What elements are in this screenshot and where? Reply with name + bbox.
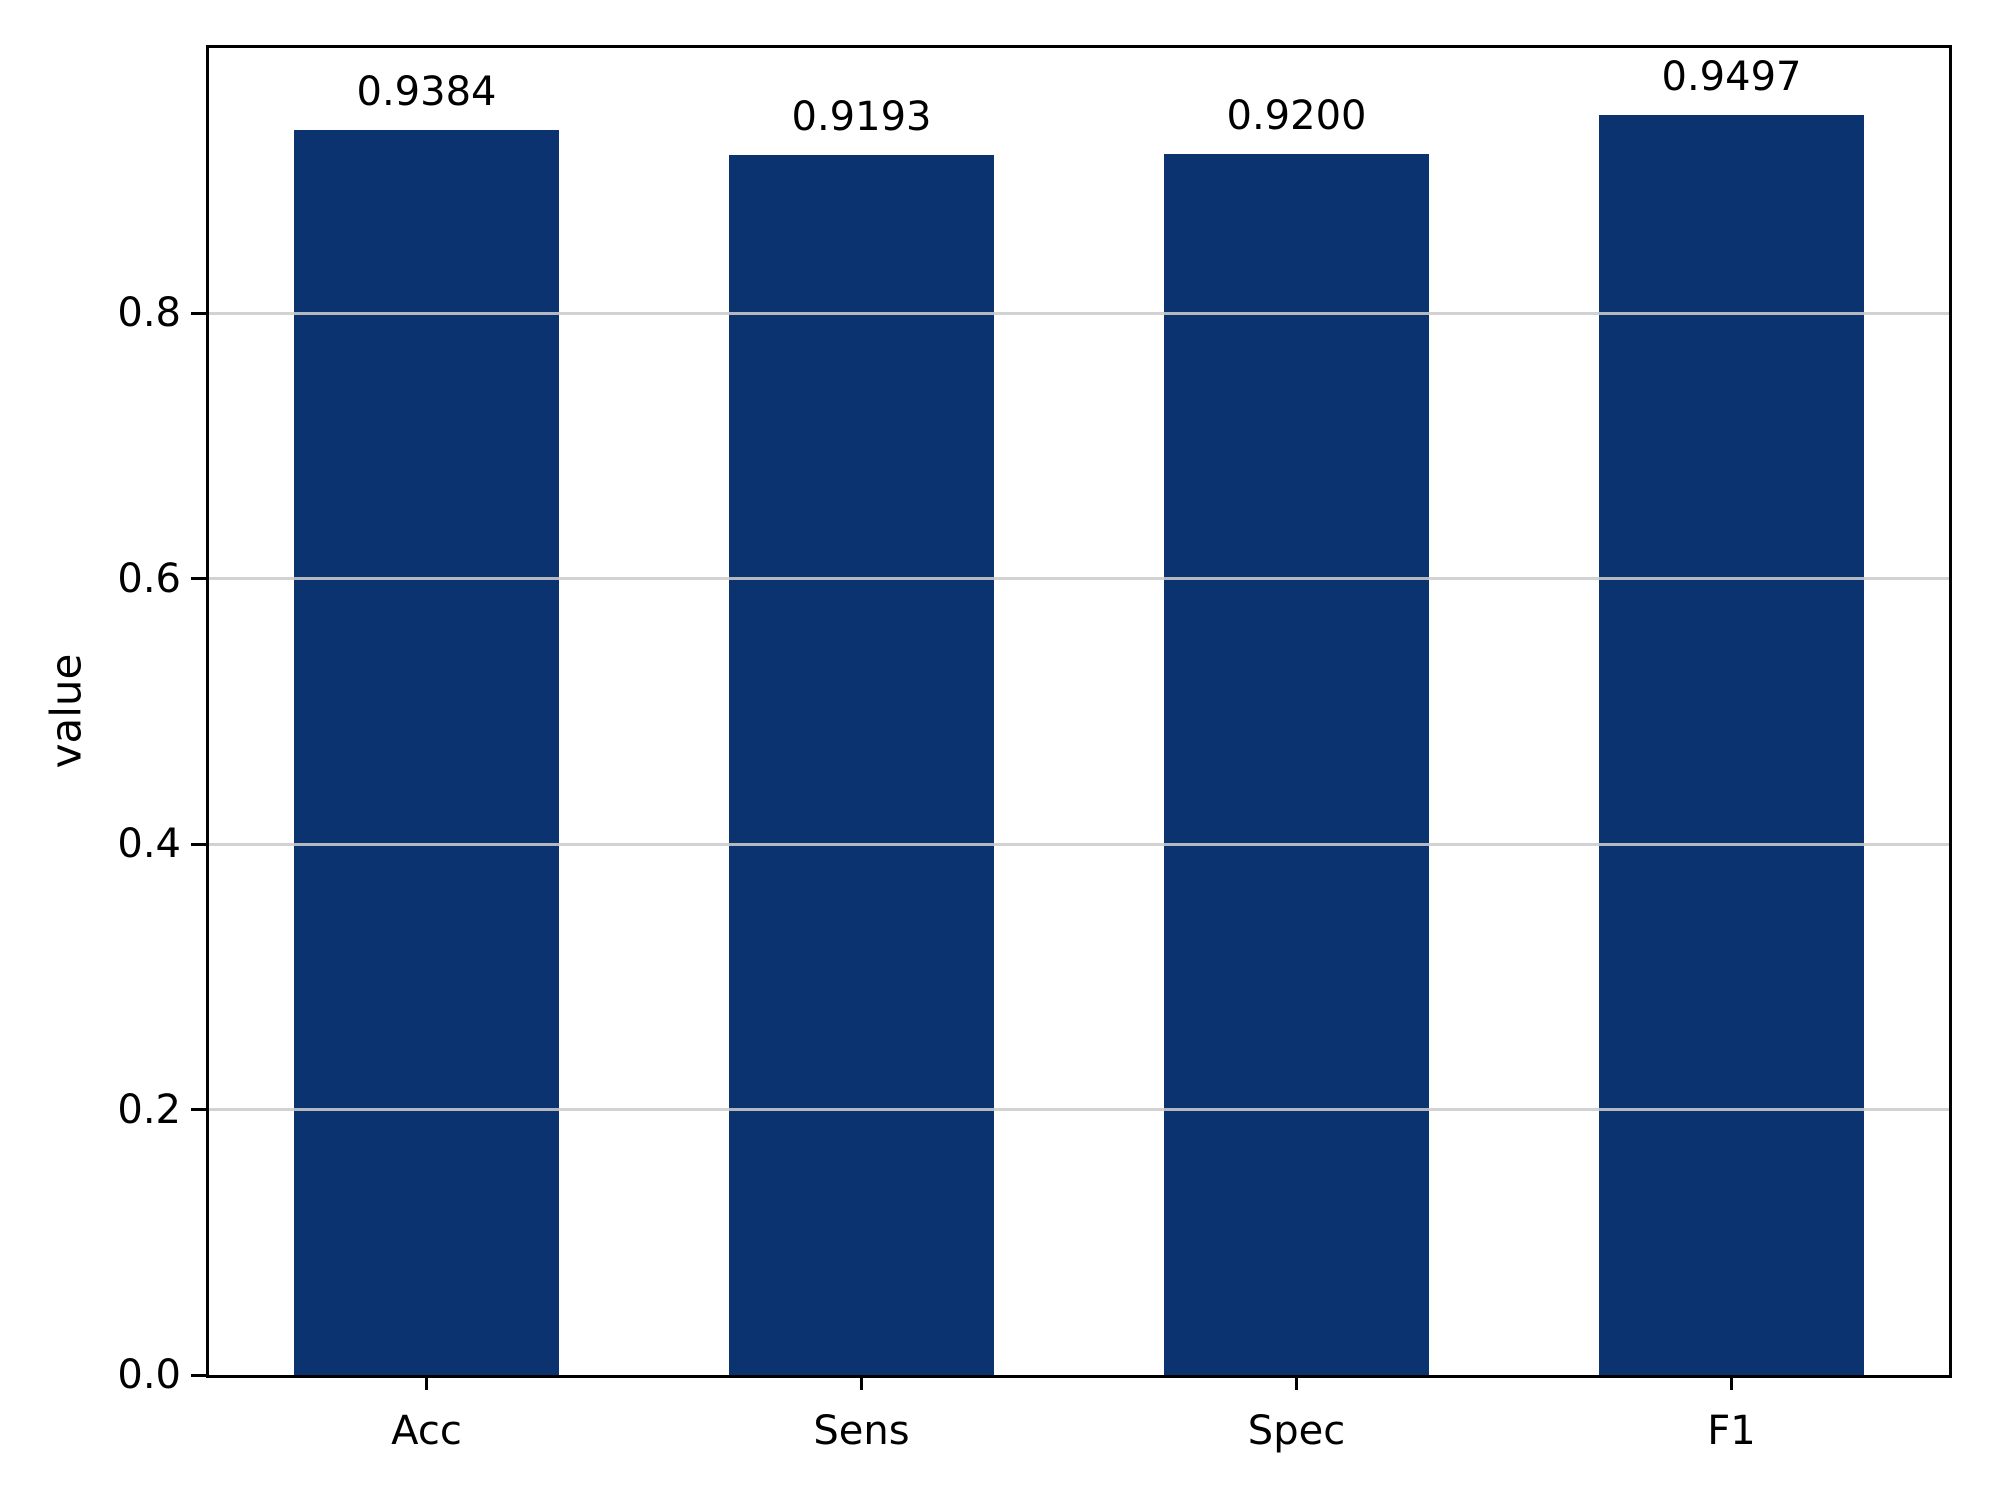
y-tick-label: 0.8 — [117, 290, 181, 337]
x-tick-label-spec: Spec — [1247, 1408, 1346, 1454]
x-tick-label-acc: Acc — [391, 1408, 462, 1454]
x-tick-label-sens: Sens — [813, 1408, 910, 1454]
x-tick-mark — [1295, 1375, 1298, 1390]
y-tick-label: 0.2 — [117, 1086, 181, 1133]
y-tick-label: 0.4 — [117, 821, 181, 868]
x-tick-mark — [425, 1375, 428, 1390]
y-tick-mark — [191, 311, 206, 315]
y-axis-label: value — [41, 653, 91, 769]
gridline — [209, 842, 1949, 846]
bar-value-label: 0.9384 — [356, 68, 497, 115]
y-tick-mark — [191, 577, 206, 581]
gridline — [209, 577, 1949, 581]
x-tick-label-f1: F1 — [1707, 1408, 1756, 1454]
bar-value-label: 0.9200 — [1226, 93, 1367, 140]
bar-acc — [293, 129, 560, 1375]
bar-f1 — [1598, 114, 1865, 1375]
y-tick-label: 0.6 — [117, 555, 181, 602]
y-tick-label: 0.0 — [117, 1352, 181, 1398]
y-tick-mark — [191, 1108, 206, 1112]
x-tick-mark — [860, 1375, 863, 1390]
plot-area: 0.9384 0.9193 0.9200 0.9497 — [206, 45, 1952, 1378]
y-tick-mark — [191, 1373, 206, 1377]
y-tick-mark — [191, 842, 206, 846]
bar-spec — [1163, 154, 1430, 1375]
gridline — [209, 311, 1949, 315]
x-tick-mark — [1730, 1375, 1733, 1390]
gridline — [209, 1108, 1949, 1112]
bar-sens — [728, 155, 995, 1375]
bar-value-label: 0.9193 — [791, 94, 932, 141]
bar-value-label: 0.9497 — [1661, 53, 1802, 100]
